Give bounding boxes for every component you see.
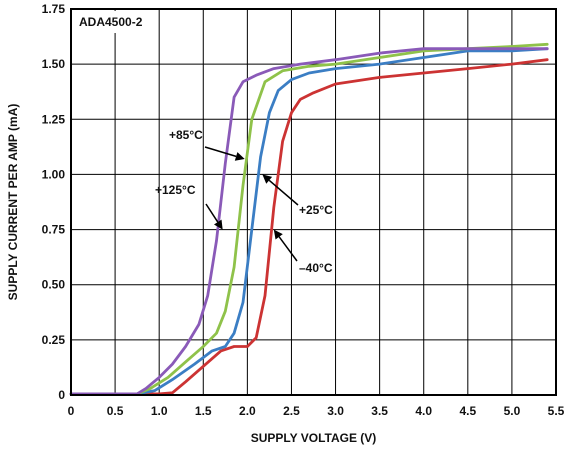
plot-frame — [70, 8, 557, 396]
y-tick-labels: 0 0.25 0.50 0.75 1.00 1.25 1.50 1.75 — [42, 2, 66, 402]
annotation-label-minus40c: –40°C — [299, 261, 333, 275]
grid-lines — [71, 9, 556, 395]
x-tick-label: 3.5 — [371, 404, 388, 418]
x-tick-label: 3.0 — [327, 404, 344, 418]
x-tick-label: 5.5 — [548, 404, 565, 418]
annotation-arrow-minus40c — [278, 236, 298, 262]
x-tick-label: 5.0 — [504, 404, 521, 418]
annotation-arrowhead-25c — [262, 174, 273, 184]
y-tick-label: 1.50 — [42, 57, 66, 71]
x-tick-label: 4.0 — [415, 404, 432, 418]
annotation-label-85c: +85°C — [169, 128, 203, 142]
series-line-3 — [69, 47, 549, 396]
x-tick-label: 2.5 — [283, 404, 300, 418]
x-tick-label: 1.5 — [195, 404, 212, 418]
x-tick-label: 2.0 — [239, 404, 256, 418]
y-tick-label: 0.50 — [42, 278, 66, 292]
series-annotations: +85°C +125°C +25°C –40°C — [155, 128, 333, 275]
y-tick-label: 0.75 — [42, 223, 66, 237]
y-tick-label: 0 — [58, 388, 65, 402]
chart-title: ADA4500-2 — [79, 15, 143, 29]
annotation-label-125c: +125°C — [155, 183, 196, 197]
chart-title-box: ADA4500-2 — [73, 11, 155, 33]
x-tick-label: 1.0 — [151, 404, 168, 418]
chart-title-background — [73, 11, 155, 33]
y-tick-label: 1.75 — [42, 2, 66, 16]
annotation-arrow-25c — [268, 179, 299, 206]
series-line-0 — [69, 58, 549, 396]
x-tick-label: 0.5 — [107, 404, 124, 418]
annotation-arrowhead-125c — [213, 219, 223, 230]
x-tick-label: 0 — [68, 404, 75, 418]
y-tick-label: 1.00 — [42, 167, 66, 181]
annotation-arrowhead-85c — [234, 152, 245, 161]
series-line-2 — [69, 42, 549, 396]
y-tick-label: 1.25 — [42, 112, 66, 126]
x-tick-labels: 0 0.5 1.0 1.5 2.0 2.5 3.0 3.5 4.0 4.5 5.0 5.5 — [68, 404, 565, 418]
series-line-1 — [69, 47, 549, 396]
y-axis-title: SUPPLY CURRENT PER AMP (mA) — [6, 104, 20, 301]
x-axis-title: SUPPLY VOLTAGE (V) — [251, 431, 377, 445]
series-group — [69, 42, 549, 396]
y-tick-label: 0.25 — [42, 333, 66, 347]
annotation-label-25c: +25°C — [299, 203, 333, 217]
annotation-arrow-125c — [205, 203, 219, 223]
x-tick-label: 4.5 — [459, 404, 476, 418]
annotation-arrowhead-minus40c — [273, 229, 283, 240]
annotation-arrow-85c — [204, 146, 237, 158]
